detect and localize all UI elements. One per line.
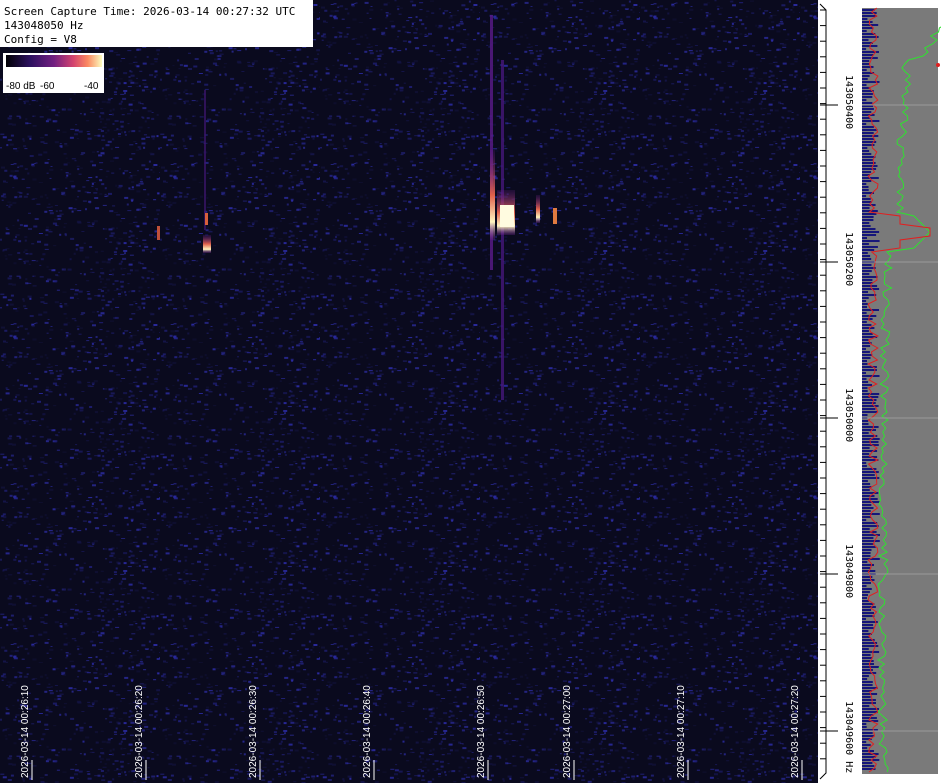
time-label: 2026-03-14 00:27:20 (790, 685, 801, 778)
profile-traces (862, 7, 941, 773)
axis-bracket (819, 3, 827, 780)
frequency-axis-strip (818, 0, 860, 783)
header-box (0, 0, 313, 47)
capture-time: Screen Capture Time: 2026-03-14 00:27:32… (4, 5, 295, 18)
freq-label: 143049600 Hz (843, 701, 854, 773)
time-label: 2026-03-14 00:26:20 (134, 685, 145, 778)
profile-green (877, 26, 941, 773)
time-label: 2026-03-14 00:27:10 (676, 685, 687, 778)
time-label: 2026-03-14 00:26:40 (362, 685, 373, 778)
colorbar (6, 55, 102, 67)
time-label: 2026-03-14 00:26:30 (248, 685, 259, 778)
colorbar-label: -80 dB (6, 81, 36, 92)
profile-panel (862, 8, 938, 774)
config: Config = V8 (4, 33, 77, 46)
freq-label: 143049800 (843, 544, 854, 598)
colorbar-label: -60 (40, 81, 55, 92)
waterfall-noise (0, 0, 818, 783)
freq-label: 143050400 (843, 75, 854, 129)
colorbar-label: -40 (84, 81, 99, 92)
time-label: 2026-03-14 00:26:50 (476, 685, 487, 778)
center-frequency: 143048050 Hz (4, 19, 83, 32)
time-label: 2026-03-14 00:27:00 (562, 685, 573, 778)
profile-red (867, 7, 931, 773)
freq-label: 143050200 (843, 232, 854, 286)
freq-label: 143050000 (843, 388, 854, 442)
echoes (157, 15, 557, 400)
time-label: 2026-03-14 00:26:10 (20, 685, 31, 778)
profile-marker (936, 63, 940, 67)
